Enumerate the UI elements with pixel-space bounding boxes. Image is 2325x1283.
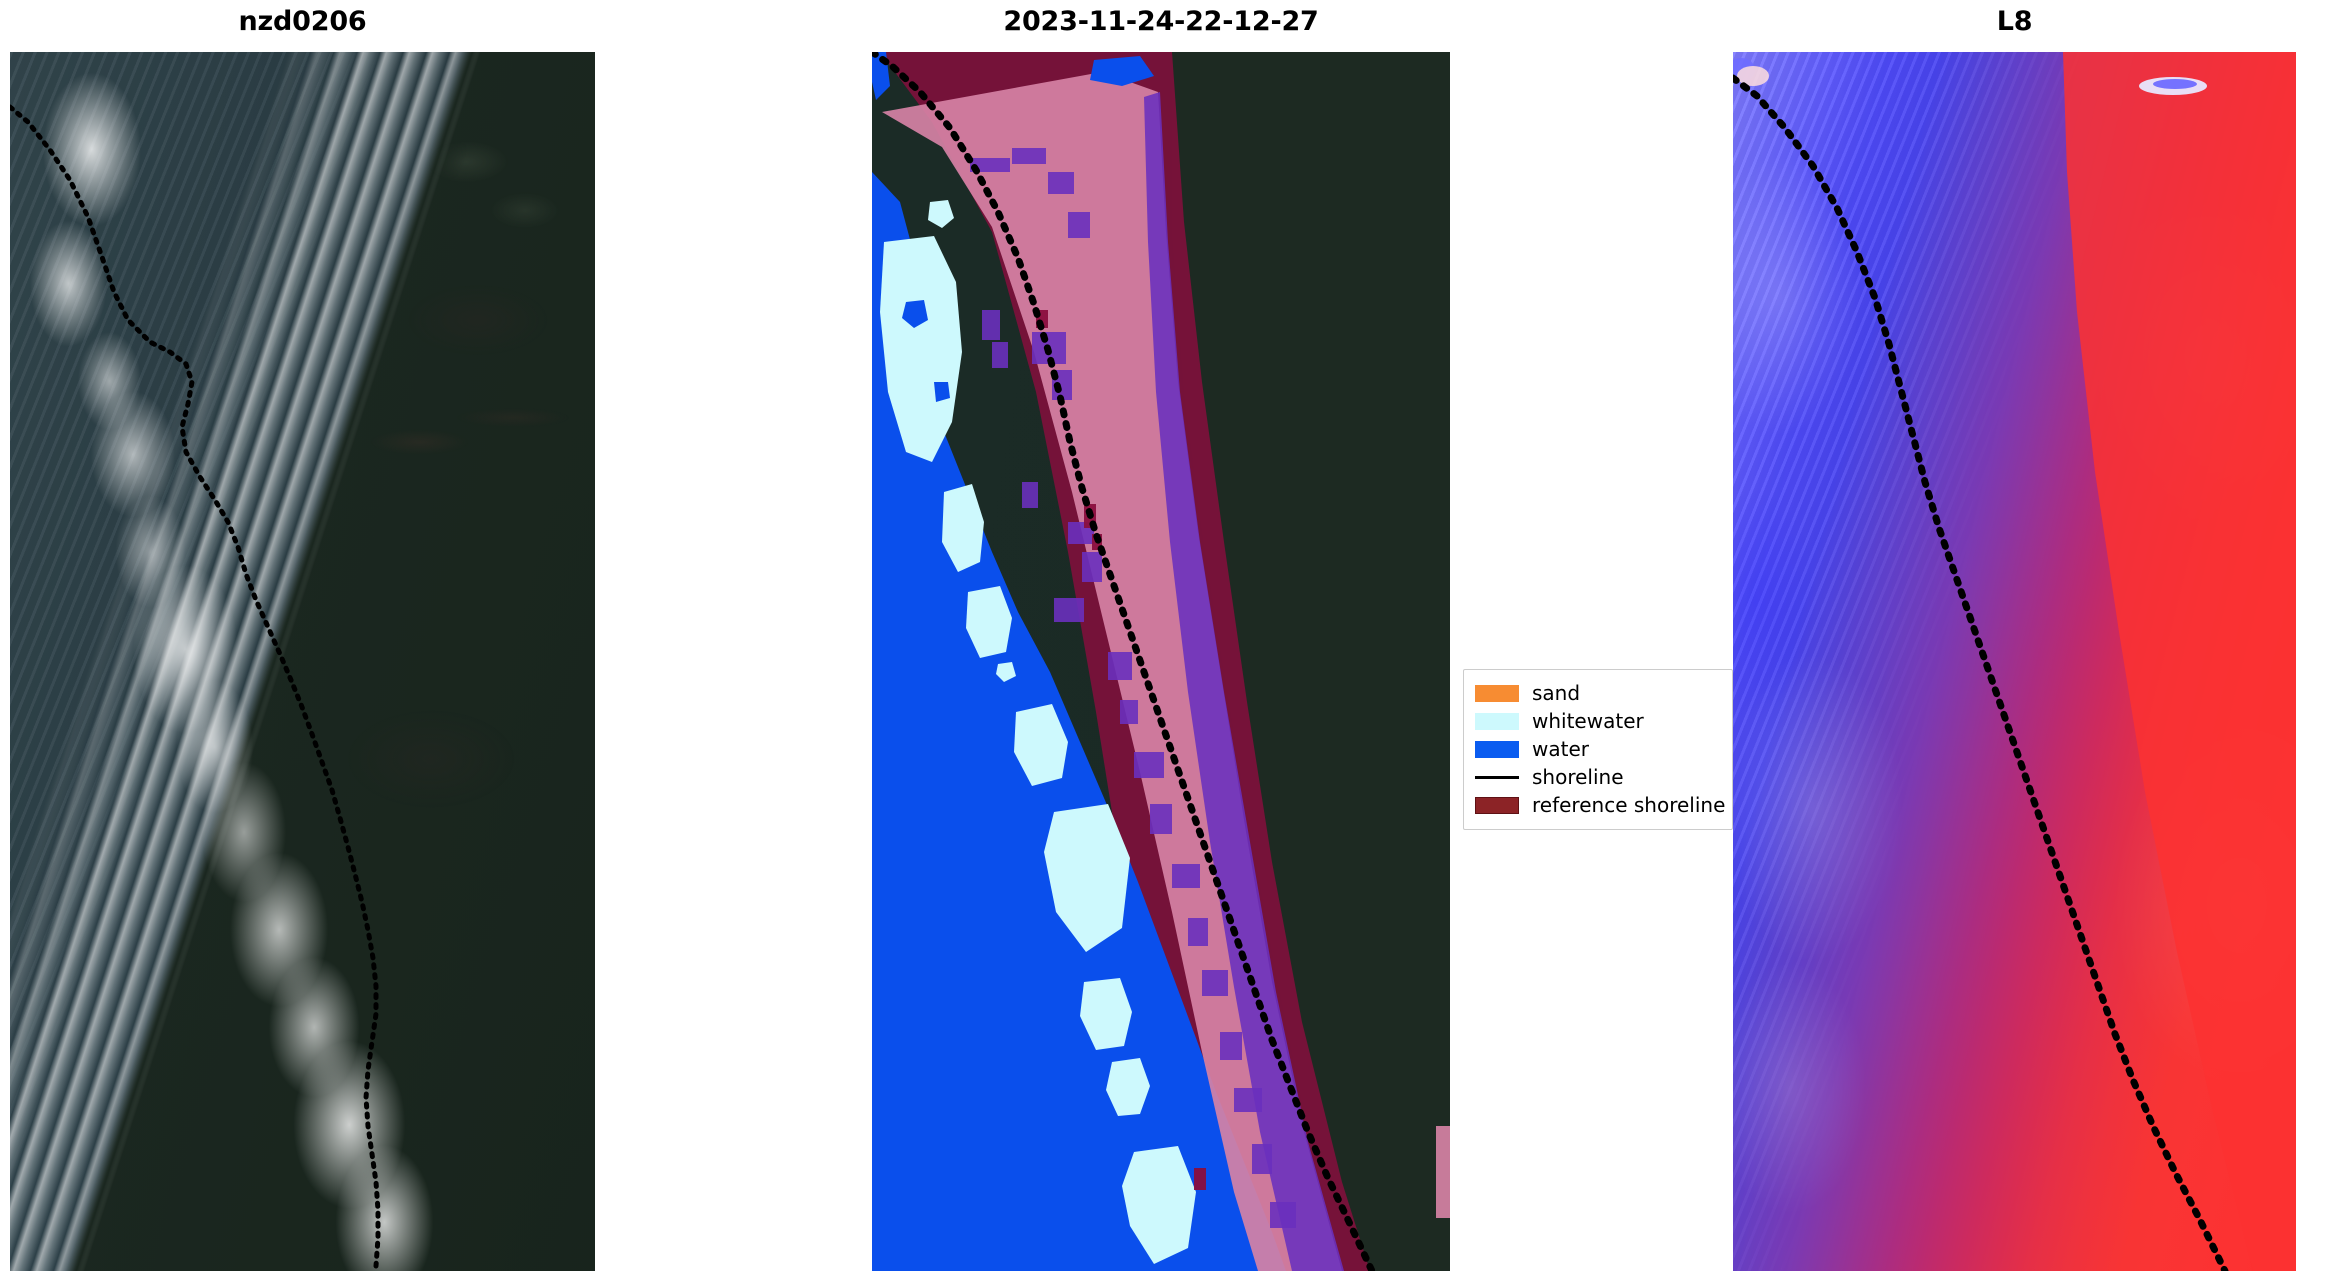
whitewater-blobs bbox=[10, 52, 595, 1271]
legend-swatch-whitewater bbox=[1475, 712, 1519, 730]
legend-swatch-shoreline bbox=[1475, 775, 1519, 779]
legend-swatch-sand bbox=[1475, 684, 1519, 702]
legend-item-shoreline: shoreline bbox=[1464, 763, 1732, 791]
legend-label-shoreline: shoreline bbox=[1532, 765, 1624, 789]
panel-rgb-image[interactable] bbox=[10, 52, 595, 1271]
shoreline-overlay-index bbox=[1733, 74, 2229, 1271]
panel-title-index: L8 bbox=[1996, 6, 2033, 37]
panel-index-image[interactable] bbox=[1733, 52, 2296, 1271]
legend-label-water: water bbox=[1532, 737, 1589, 761]
panel-classification-image[interactable] bbox=[872, 52, 1450, 1271]
panel-title-rgb: nzd0206 bbox=[238, 6, 367, 37]
index-hard-boundary bbox=[1733, 52, 2296, 1271]
legend-label-reference-shoreline: reference shoreline bbox=[1532, 793, 1726, 817]
legend-box: sand whitewater water shoreline referenc… bbox=[1463, 669, 1733, 830]
land-vegetation-texture bbox=[10, 52, 595, 1271]
legend-label-sand: sand bbox=[1532, 681, 1581, 705]
legend-swatch-water bbox=[1475, 740, 1519, 758]
legend-item-whitewater: whitewater bbox=[1464, 707, 1732, 735]
legend-item-sand: sand bbox=[1464, 679, 1732, 707]
legend-label-whitewater: whitewater bbox=[1532, 709, 1644, 733]
shoreline-overlay-rgb bbox=[10, 104, 381, 1269]
panel-title-classification: 2023-11-24-22-12-27 bbox=[1003, 6, 1319, 37]
shoreline-overlay-classification bbox=[872, 52, 1376, 1271]
legend-swatch-reference-shoreline bbox=[1475, 796, 1519, 814]
legend-item-reference-shoreline: reference shoreline bbox=[1464, 791, 1732, 819]
legend-item-water: water bbox=[1464, 735, 1732, 763]
